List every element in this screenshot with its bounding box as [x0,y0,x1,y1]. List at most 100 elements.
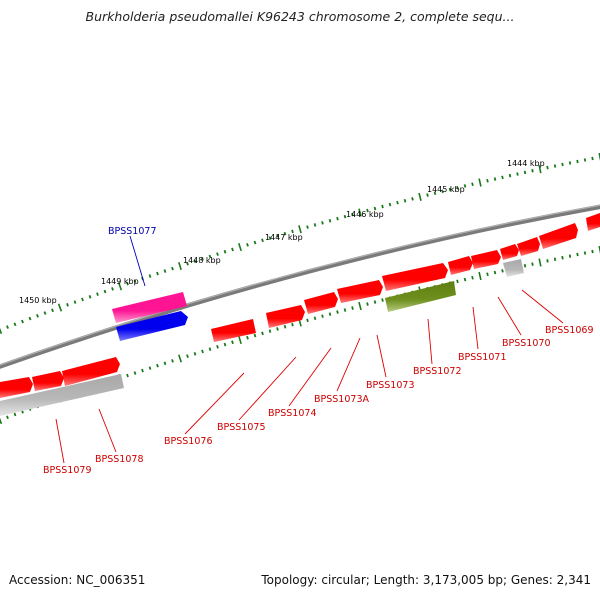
minor-tick [193,352,197,356]
major-tick [238,335,242,345]
minor-tick [336,310,339,314]
minor-tick [283,231,287,236]
minor-tick [66,303,69,307]
minor-tick [261,238,264,243]
major-tick [538,258,542,267]
minor-tick [366,208,369,213]
gene-label-bpss1079[interactable]: BPSS1079 [43,465,91,476]
chromosome-backbone [0,204,600,369]
minor-tick [163,269,167,273]
minor-tick [148,274,152,278]
major-tick [478,271,482,281]
minor-tick [583,251,587,255]
minor-tick [546,165,549,170]
minor-tick [306,318,309,323]
gene-arrow[interactable] [382,263,448,291]
gene-arrow[interactable] [112,292,187,323]
minor-tick [283,324,287,329]
minor-tick [141,368,144,373]
gene-label-bpss1078[interactable]: BPSS1078 [95,454,143,465]
gene-arrow[interactable] [62,357,120,386]
gene-arrow[interactable] [500,244,519,260]
gene-arrow[interactable] [503,259,524,277]
major-tick [298,225,302,234]
gene-label-bpss1073[interactable]: BPSS1073 [366,380,414,391]
minor-tick [373,206,377,211]
gene-label-bpss1070[interactable]: BPSS1070 [502,338,550,349]
minor-tick [186,261,189,266]
minor-tick [583,158,587,162]
minor-tick [171,266,174,271]
leader-line-blue [129,235,146,287]
major-tick [598,152,600,161]
leader-line [288,347,332,407]
gene-label-bpss1077[interactable]: BPSS1077 [108,226,156,237]
minor-tick [208,347,212,351]
minor-tick [381,298,384,302]
gene-arrow[interactable] [266,305,305,328]
minor-tick [88,295,92,299]
gene-arrow[interactable] [0,377,33,398]
minor-tick [148,366,152,370]
minor-tick [156,271,159,276]
minor-tick [163,361,167,366]
minor-tick [268,236,272,240]
gene-arrow[interactable] [385,281,456,312]
accession-text: Accession: NC_006351 [9,573,146,587]
gene-label-bpss1076[interactable]: BPSS1076 [164,436,212,447]
gene-arrow[interactable] [586,213,600,231]
gene-label-bpss1069[interactable]: BPSS1069 [545,325,593,336]
major-tick [598,245,600,254]
gene-arrow[interactable] [337,280,383,303]
minor-tick [156,363,159,368]
minor-tick [223,342,227,347]
gene-label-bpss1072[interactable]: BPSS1072 [413,366,461,377]
minor-tick [291,229,294,234]
leader-line [55,418,65,464]
gene-arrow[interactable] [517,237,540,256]
gene-arrow[interactable] [539,223,578,249]
gene-arrow[interactable] [304,292,338,314]
minor-tick [81,297,84,302]
gene-arrow[interactable] [116,311,188,341]
minor-tick [313,316,317,321]
gene-arrow[interactable] [211,319,256,342]
major-tick [0,417,3,425]
minor-tick [36,313,39,318]
minor-tick [6,415,9,420]
gene-label-bpss1075[interactable]: BPSS1075 [217,422,265,433]
major-tick [57,303,63,312]
leader-line [521,289,564,324]
gene-arrow[interactable] [32,371,64,391]
kbp-label-1449: 1449 kbp [101,277,139,286]
minor-tick [343,214,347,219]
gene-arrow[interactable] [471,250,501,269]
minor-tick [216,345,219,349]
gene-arrow[interactable] [0,374,124,416]
major-tick [478,178,482,187]
minor-tick [553,164,557,168]
minor-tick [373,300,377,304]
minor-tick [253,333,257,338]
minor-tick [291,322,294,327]
kbp-label-1450: 1450 kbp [19,296,57,305]
minor-tick [73,300,77,304]
minor-tick [96,292,99,296]
gene-label-bpss1073a[interactable]: BPSS1073A [314,394,369,405]
leader-line [184,372,245,435]
minor-tick [231,340,234,345]
minor-tick [486,178,489,183]
leader-line [238,356,297,421]
minor-tick [508,173,512,178]
gene-label-bpss1071[interactable]: BPSS1071 [458,352,506,363]
minor-tick [553,257,557,261]
minor-tick [463,277,467,282]
gene-label-bpss1074[interactable]: BPSS1074 [268,408,316,419]
minor-tick [561,162,564,167]
minor-tick [568,254,572,258]
minor-tick [193,259,197,264]
major-tick [0,327,3,334]
minor-tick [201,349,204,354]
gene-arrow[interactable] [448,256,473,275]
